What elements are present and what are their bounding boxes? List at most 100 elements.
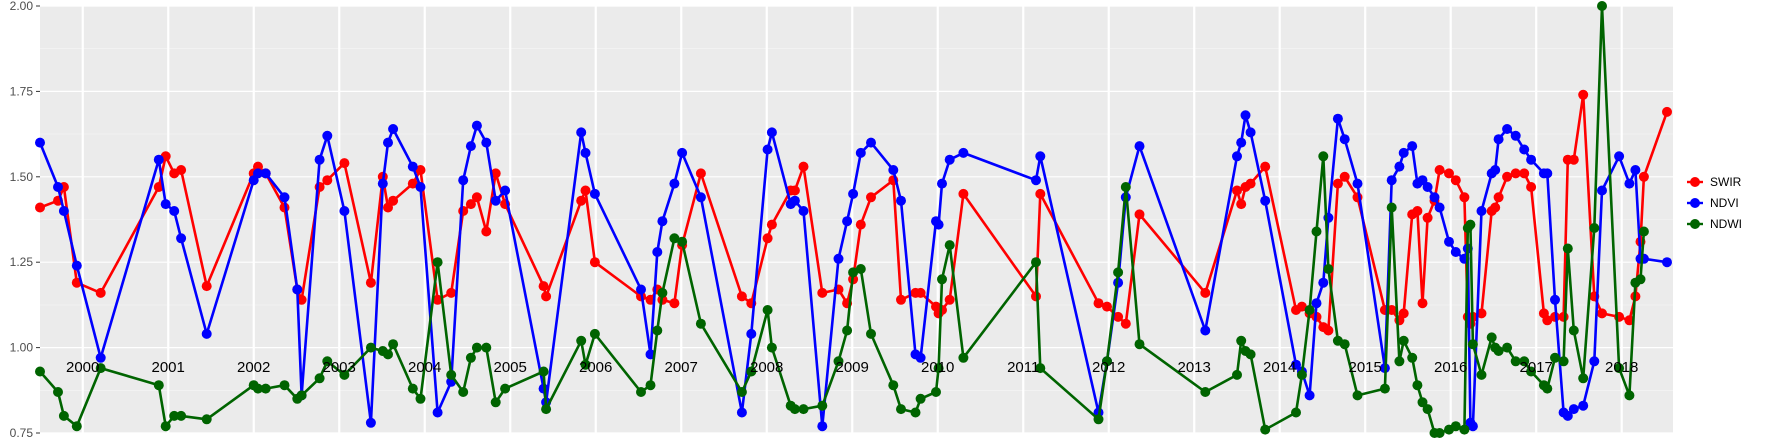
data-point-ndwi xyxy=(1459,424,1470,435)
data-point-swir xyxy=(1434,165,1445,175)
data-point-swir xyxy=(538,281,549,292)
data-point-ndwi xyxy=(589,328,600,339)
data-point-ndvi xyxy=(279,192,290,203)
data-point-ndwi xyxy=(201,414,212,425)
data-point-ndwi xyxy=(58,410,69,421)
year-label: 2012 xyxy=(1092,359,1125,376)
data-point-ndwi xyxy=(933,363,944,374)
data-point-swir xyxy=(1502,171,1513,182)
data-point-ndvi xyxy=(500,185,511,196)
data-point-ndvi xyxy=(1134,141,1145,152)
data-point-ndwi xyxy=(314,373,325,384)
data-point-swir xyxy=(407,178,418,189)
year-label: 2013 xyxy=(1178,359,1211,376)
data-point-swir xyxy=(1296,301,1307,312)
data-point-swir xyxy=(415,165,426,175)
data-point-swir xyxy=(1597,308,1607,319)
data-point-ndwi xyxy=(1562,243,1573,254)
year-label: 2001 xyxy=(152,359,185,376)
data-point-ndwi xyxy=(1318,151,1329,162)
data-point-swir xyxy=(855,219,866,230)
data-point-ndvi xyxy=(1526,154,1537,165)
data-point-swir xyxy=(1444,168,1454,179)
data-point-ndvi xyxy=(160,199,171,210)
data-point-ndwi xyxy=(458,387,469,397)
data-point-ndwi xyxy=(1260,424,1271,435)
data-point-ndvi xyxy=(490,195,501,206)
data-point-ndvi xyxy=(1245,127,1256,138)
data-point-swir xyxy=(736,291,747,302)
data-point-ndvi xyxy=(944,154,955,165)
data-point-ndwi xyxy=(1236,335,1247,346)
data-point-ndvi xyxy=(1311,298,1322,309)
data-point-ndwi xyxy=(1386,202,1397,213)
data-point-ndvi xyxy=(1444,236,1454,247)
data-point-ndvi xyxy=(855,147,866,158)
y-tick-label: 1.50 xyxy=(10,170,34,184)
data-point-ndwi xyxy=(365,342,376,353)
data-point-ndwi xyxy=(677,236,688,247)
data-point-ndvi xyxy=(432,407,443,418)
data-point-ndvi xyxy=(314,154,325,165)
data-point-ndwi xyxy=(407,383,418,394)
data-point-ndvi xyxy=(1630,165,1641,175)
data-point-ndwi xyxy=(746,366,757,377)
data-point-ndvi xyxy=(1467,421,1478,432)
data-point-ndwi xyxy=(1467,339,1478,350)
data-point-ndwi xyxy=(766,342,777,353)
data-point-swir xyxy=(1232,185,1242,196)
data-point-ndwi xyxy=(937,274,947,285)
data-point-ndvi xyxy=(1624,178,1635,189)
data-point-ndwi xyxy=(279,380,290,391)
y-tick-label: 2.00 xyxy=(10,0,34,13)
data-point-ndvi xyxy=(746,328,757,339)
data-point-ndvi xyxy=(407,161,418,172)
data-point-ndwi xyxy=(1291,407,1301,418)
legend-label-swir: SWIR xyxy=(1710,175,1742,189)
data-point-swir xyxy=(580,185,591,196)
data-point-ndvi xyxy=(669,178,680,189)
data-point-ndvi xyxy=(365,417,376,428)
data-point-swir xyxy=(789,185,800,196)
data-point-swir xyxy=(1245,178,1256,189)
data-point-swir xyxy=(153,182,164,192)
data-point-swir xyxy=(95,287,106,298)
data-point-ndwi xyxy=(842,325,853,336)
data-point-ndwi xyxy=(580,359,591,370)
data-point-ndvi xyxy=(1493,134,1504,145)
data-point-swir xyxy=(471,192,482,203)
data-point-ndwi xyxy=(1412,380,1423,391)
data-point-ndwi xyxy=(35,366,45,377)
data-point-ndwi xyxy=(500,383,511,394)
data-point-ndvi xyxy=(1614,151,1625,162)
data-point-ndvi xyxy=(866,137,876,148)
year-label: 2011 xyxy=(1007,359,1039,376)
data-point-ndvi xyxy=(762,144,773,155)
legend-label-ndvi: NDVI xyxy=(1710,196,1739,210)
data-point-ndwi xyxy=(1519,356,1530,367)
data-point-ndvi xyxy=(253,168,263,179)
data-point-ndwi xyxy=(789,404,800,415)
data-point-ndwi xyxy=(471,342,482,353)
data-point-swir xyxy=(1134,209,1145,220)
data-point-ndwi xyxy=(848,267,859,278)
data-point-swir xyxy=(339,158,350,169)
data-point-swir xyxy=(817,287,828,298)
data-point-ndvi xyxy=(1662,257,1672,268)
year-label: 2006 xyxy=(579,359,612,376)
data-point-ndwi xyxy=(1031,257,1041,268)
data-point-swir xyxy=(541,291,552,302)
data-point-ndwi xyxy=(1352,390,1363,401)
data-point-swir xyxy=(798,161,809,172)
data-point-ndwi xyxy=(736,387,747,397)
data-point-ndwi xyxy=(1134,339,1145,350)
year-label: 2004 xyxy=(408,359,441,376)
data-point-swir xyxy=(896,294,906,305)
data-point-ndvi xyxy=(580,147,591,158)
y-tick-label: 1.25 xyxy=(10,255,34,269)
data-point-ndwi xyxy=(1502,342,1513,353)
data-point-ndwi xyxy=(931,387,941,397)
data-point-swir xyxy=(1459,192,1470,203)
data-point-ndvi xyxy=(1339,134,1350,145)
data-point-ndwi xyxy=(541,404,552,415)
